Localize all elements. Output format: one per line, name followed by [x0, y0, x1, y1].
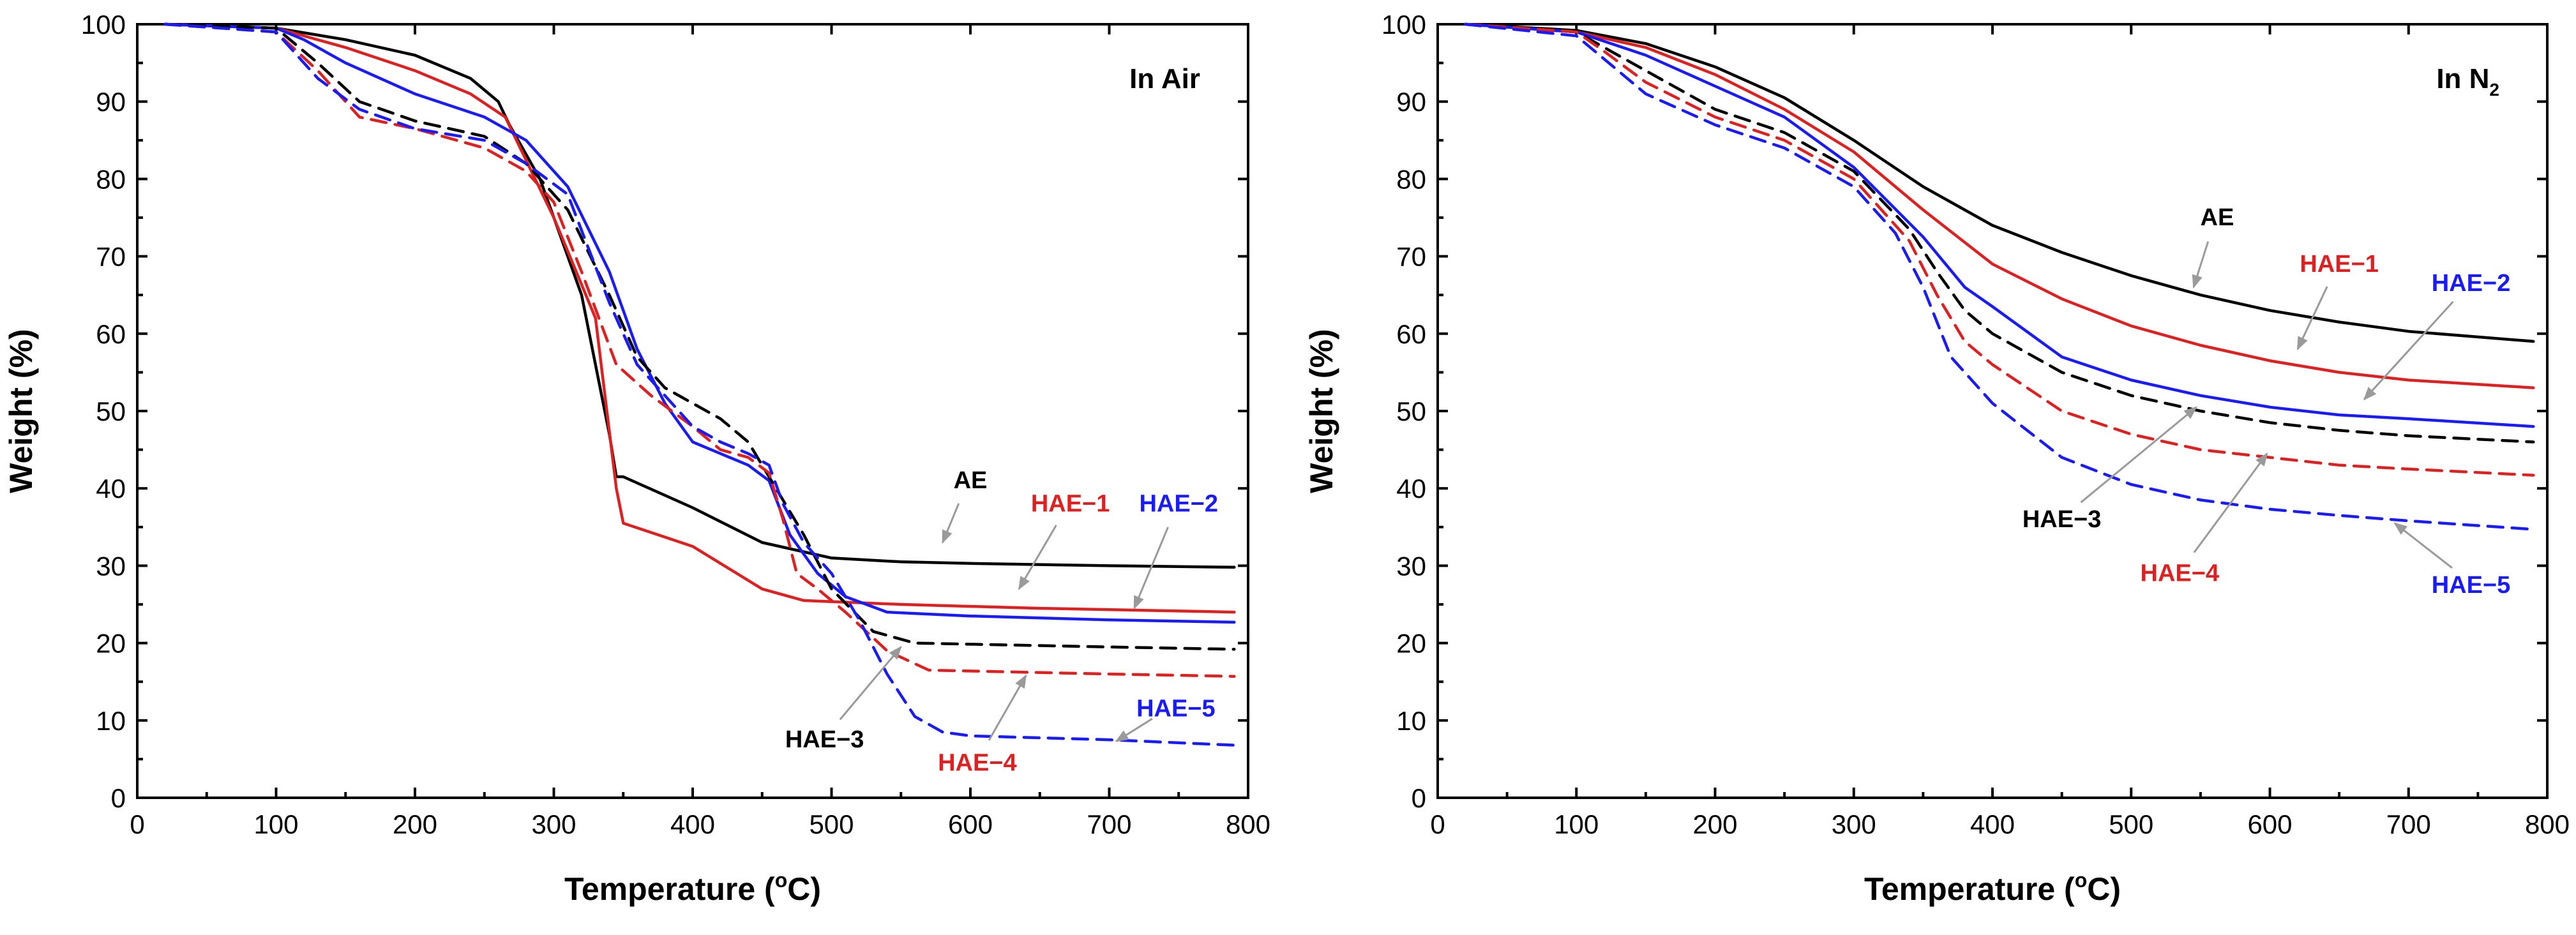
- leader-arrow-hae-1: [1018, 525, 1057, 590]
- series-label-hae-4: HAE−4: [2141, 560, 2220, 587]
- series-line-hae-1: [1464, 22, 2535, 389]
- x-tick-label: 400: [670, 809, 715, 839]
- y-tick-label: 60: [1396, 319, 1426, 349]
- leader-arrow-hae-2: [1133, 527, 1169, 610]
- x-tick-label: 700: [2386, 809, 2431, 839]
- series-line-hae-3: [163, 22, 1236, 651]
- x-tick-label: 800: [2525, 809, 2570, 839]
- series-line-hae-5: [163, 22, 1236, 747]
- series-line-hae-2: [163, 22, 1236, 624]
- series-line-hae-5: [1464, 22, 2535, 531]
- y-tick-label: 60: [96, 319, 126, 349]
- plot-frame: [1436, 23, 2549, 799]
- leader-arrow-ae: [2192, 241, 2210, 289]
- y-tick-label: 80: [1396, 164, 1426, 194]
- series-label-hae-2: HAE−2: [2432, 270, 2511, 297]
- series-line-hae-2: [1464, 22, 2535, 428]
- y-axis-title: Weight (%): [1304, 329, 1339, 493]
- leader-arrow-hae-2: [2363, 301, 2454, 401]
- x-tick-label: 500: [2109, 809, 2153, 839]
- y-tick-label: 0: [1412, 783, 1426, 813]
- x-tick-label: 0: [130, 809, 144, 839]
- y-tick-label: 50: [1396, 396, 1426, 426]
- x-tick-label: 800: [1226, 809, 1270, 839]
- x-tick-label: 500: [809, 809, 854, 839]
- series-label-hae-2: HAE−2: [1139, 491, 1218, 518]
- series-label-hae-4: HAE−4: [938, 750, 1017, 777]
- x-axis-title: Temperature (oC): [1864, 869, 2121, 907]
- x-tick-label: 700: [1087, 809, 1131, 839]
- series-label-hae-3: HAE−3: [785, 726, 864, 753]
- panel-title: In N2: [2436, 63, 2499, 100]
- series-label-ae: AE: [954, 467, 988, 494]
- series-label-hae-5: HAE−5: [2432, 572, 2511, 599]
- series-line-hae-4: [1464, 22, 2535, 477]
- y-tick-label: 20: [96, 629, 126, 659]
- leader-arrow-hae-3: [839, 646, 902, 721]
- y-tick-label: 30: [1396, 551, 1426, 581]
- y-tick-label: 100: [1382, 10, 1426, 40]
- x-tick-label: 300: [1832, 809, 1876, 839]
- panel-title: In Air: [1129, 63, 1200, 94]
- y-tick-label: 50: [96, 396, 126, 426]
- x-tick-label: 600: [948, 809, 993, 839]
- leader-arrow-hae-5: [2393, 522, 2453, 569]
- y-tick-label: 10: [1396, 706, 1426, 736]
- x-axis-title: Temperature (oC): [564, 869, 821, 907]
- x-tick-label: 400: [1970, 809, 2015, 839]
- panel-in-n2: 0 100 200 300 400 500 600 700 800 0 10 20 30 40 50 60 70…: [1304, 10, 2570, 907]
- leader-arrow-ae: [942, 503, 960, 544]
- series-line-hae-1: [163, 22, 1236, 614]
- y-tick-label: 70: [1396, 242, 1426, 272]
- series-label-ae: AE: [2201, 204, 2234, 231]
- y-tick-label: 30: [96, 551, 126, 581]
- leader-arrow-hae-1: [2296, 286, 2328, 350]
- leader-arrow-hae-4: [2193, 452, 2268, 553]
- series-line-hae-3: [1464, 22, 2535, 444]
- x-tick-label: 300: [531, 809, 576, 839]
- y-tick-label: 40: [96, 474, 126, 504]
- series-label-hae-3: HAE−3: [2022, 506, 2102, 533]
- y-tick-label: 70: [96, 242, 126, 272]
- series-line-ae: [1464, 22, 2535, 343]
- x-tick-label: 0: [1430, 809, 1445, 839]
- series-line-ae: [163, 22, 1236, 569]
- y-tick-label: 10: [96, 706, 126, 736]
- x-tick-label: 100: [1554, 809, 1599, 839]
- plot-frame: [136, 23, 1249, 799]
- y-tick-label: 100: [81, 10, 126, 40]
- x-tick-label: 200: [1692, 809, 1737, 839]
- x-tick-label: 100: [253, 809, 298, 839]
- leader-arrow-hae-3: [2080, 406, 2197, 504]
- leader-arrow-hae-5: [1115, 717, 1153, 742]
- y-tick-label: 80: [96, 164, 126, 194]
- leader-arrow-hae-4: [988, 674, 1027, 741]
- series-label-hae-5: HAE−5: [1136, 696, 1216, 722]
- y-tick-label: 0: [111, 783, 126, 813]
- x-tick-label: 200: [393, 809, 437, 839]
- series-label-hae-1: HAE−1: [1031, 491, 1110, 518]
- y-tick-label: 40: [1396, 474, 1426, 504]
- y-tick-label: 20: [1396, 629, 1426, 659]
- panel-in-air: 0 100 200 300 400 500 600 700 800 0 10 20 30 40 50 60 70…: [3, 10, 1270, 907]
- x-tick-label: 600: [2247, 809, 2292, 839]
- y-tick-label: 90: [1396, 87, 1426, 117]
- series-line-hae-4: [163, 22, 1236, 678]
- series-label-hae-1: HAE−1: [2300, 251, 2379, 278]
- y-axis-title: Weight (%): [3, 329, 39, 493]
- y-tick-label: 90: [96, 87, 126, 117]
